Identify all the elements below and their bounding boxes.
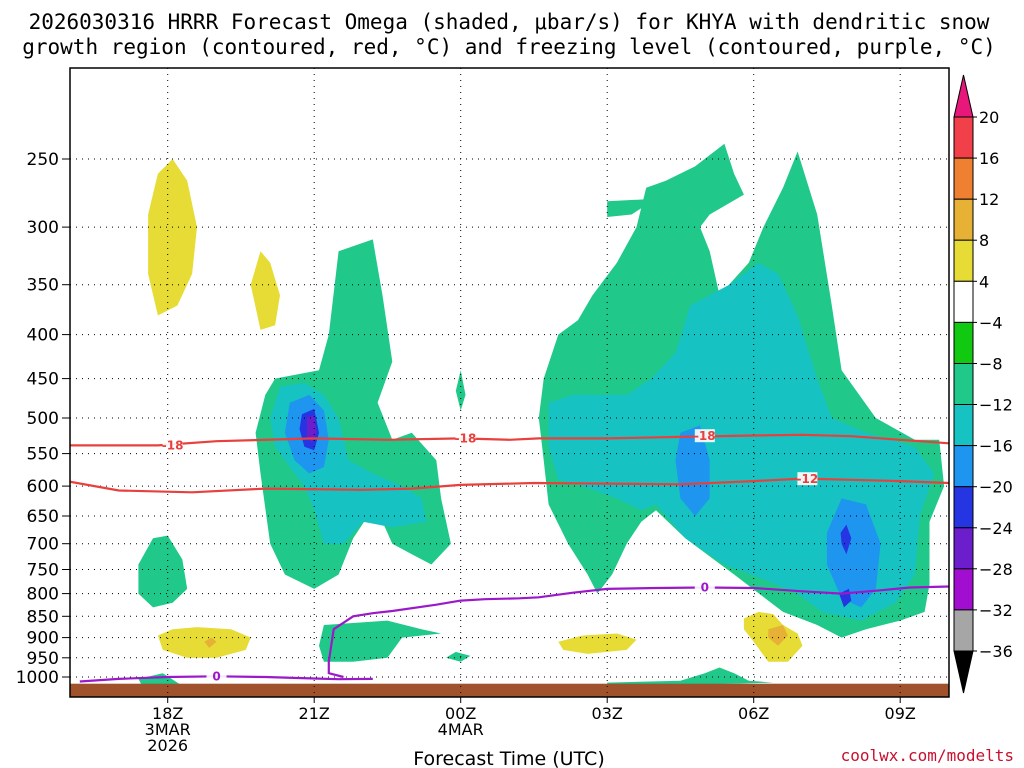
colorbar-band bbox=[953, 404, 974, 447]
contour-label: -12 bbox=[797, 472, 819, 486]
colorbar-band bbox=[953, 157, 974, 200]
colorbar-band bbox=[953, 568, 974, 611]
colorbar-band bbox=[953, 321, 974, 364]
x-tick-label: 00Z bbox=[445, 704, 476, 723]
contour-label: 0 bbox=[212, 669, 220, 683]
colorbar-label: −16 bbox=[979, 437, 1013, 456]
plot-frame bbox=[69, 67, 950, 698]
x-tick-label: 03Z bbox=[592, 704, 623, 723]
colorbar-label: 20 bbox=[979, 108, 999, 127]
contour-label-background bbox=[694, 429, 715, 443]
source-credit: coolwx.com/modelts bbox=[841, 746, 1014, 765]
y-tick-label: 450 bbox=[27, 370, 59, 390]
y-tick-label: 700 bbox=[27, 535, 59, 555]
contour-line bbox=[79, 675, 373, 683]
contour-label: -18 bbox=[162, 438, 184, 452]
omega-region bbox=[455, 370, 466, 411]
temperature-contours: -18 -18 -18 -12 0 0 bbox=[70, 429, 949, 683]
y-tick-label: 350 bbox=[27, 276, 59, 296]
contour-label: -18 bbox=[694, 429, 716, 443]
y-tick-label: 300 bbox=[27, 218, 59, 238]
y-tick-label: 1000 bbox=[16, 668, 59, 688]
omega-region bbox=[446, 651, 471, 662]
omega-region bbox=[138, 535, 188, 608]
omega-region bbox=[607, 667, 774, 686]
colorbar-band bbox=[953, 280, 974, 323]
omega-region bbox=[768, 625, 788, 646]
x-tick-label: 21Z bbox=[299, 704, 330, 723]
contour-label-background bbox=[797, 472, 818, 486]
chart-title-line-1: 2026030316 HRRR Forecast Omega (shaded, … bbox=[29, 10, 990, 34]
colorbar-label: −36 bbox=[979, 642, 1013, 661]
colorbar-label: 8 bbox=[979, 231, 989, 250]
y-tick-label: 600 bbox=[27, 477, 59, 497]
contour-label-background bbox=[162, 438, 183, 452]
colorbar-bottom-arrow bbox=[953, 650, 974, 694]
y-tick-label: 500 bbox=[27, 409, 59, 429]
colorbar-band bbox=[953, 445, 974, 488]
contour-line bbox=[70, 433, 949, 447]
x-tick-label: 06Z bbox=[738, 704, 769, 723]
omega-region bbox=[826, 498, 881, 608]
contour-label-background bbox=[206, 669, 227, 683]
x-axis-label: Forecast Time (UTC) bbox=[413, 748, 604, 768]
colorbar-band bbox=[953, 363, 974, 406]
colorbar-band bbox=[953, 116, 974, 159]
x-tick-label: 4MAR bbox=[438, 720, 484, 739]
x-tick-label: 18Z bbox=[152, 704, 183, 723]
y-tick-label: 900 bbox=[27, 629, 59, 649]
colorbar-label: −20 bbox=[979, 478, 1013, 497]
y-tick-label: 750 bbox=[27, 561, 59, 581]
colorbar-band bbox=[953, 198, 974, 241]
colorbar-band bbox=[953, 527, 974, 570]
colorbar-band bbox=[953, 609, 974, 652]
contour-label-background bbox=[455, 431, 476, 445]
omega-region bbox=[607, 198, 656, 217]
colorbar-top-arrow bbox=[953, 74, 974, 118]
grid-lines bbox=[70, 68, 949, 697]
y-tick-label: 250 bbox=[27, 150, 59, 170]
y-tick-label: 400 bbox=[27, 326, 59, 346]
x-tick-label: 09Z bbox=[885, 704, 916, 723]
colorbar-label: −28 bbox=[979, 560, 1013, 579]
omega-region bbox=[204, 637, 217, 648]
contour-line bbox=[70, 477, 949, 494]
omega-region bbox=[319, 620, 442, 662]
y-axis-ticks: 2503003504004505005506006507007508008509… bbox=[16, 150, 70, 688]
y-tick-label: 950 bbox=[27, 649, 59, 669]
contour-label-background bbox=[694, 580, 715, 594]
contour-label: -18 bbox=[455, 431, 477, 445]
chart-title-line-2: growth region (contoured, red, °C) and f… bbox=[22, 35, 996, 59]
colorbar-band bbox=[953, 239, 974, 282]
contour-label: 0 bbox=[701, 581, 709, 595]
colorbar-label: −4 bbox=[979, 313, 1003, 332]
contour-line bbox=[327, 585, 949, 679]
colorbar-label: −8 bbox=[979, 355, 1003, 374]
omega-region bbox=[558, 633, 637, 654]
colorbar: 20 16 12 8 4 −4 −8 −12 −16 −20 −24 −28 −32 −36 bbox=[953, 74, 1013, 694]
ground-surface bbox=[70, 683, 949, 697]
plot-area bbox=[70, 143, 949, 697]
x-tick-label: 3MAR bbox=[145, 720, 191, 739]
omega-region bbox=[148, 159, 197, 316]
y-tick-label: 850 bbox=[27, 607, 59, 627]
colorbar-label: −24 bbox=[979, 519, 1013, 538]
colorbar-label: 12 bbox=[979, 190, 999, 209]
omega-region bbox=[675, 425, 710, 516]
colorbar-label: −32 bbox=[979, 601, 1013, 620]
colorbar-label: 4 bbox=[979, 272, 989, 291]
y-tick-label: 650 bbox=[27, 507, 59, 527]
omega-region bbox=[250, 251, 280, 330]
colorbar-label: 16 bbox=[979, 149, 999, 168]
omega-region bbox=[157, 627, 251, 658]
colorbar-label: −12 bbox=[979, 396, 1013, 415]
x-tick-label: 2026 bbox=[147, 736, 188, 755]
omega-region bbox=[840, 524, 852, 555]
colorbar-band bbox=[953, 486, 974, 529]
y-tick-label: 800 bbox=[27, 585, 59, 605]
y-tick-label: 550 bbox=[27, 445, 59, 465]
